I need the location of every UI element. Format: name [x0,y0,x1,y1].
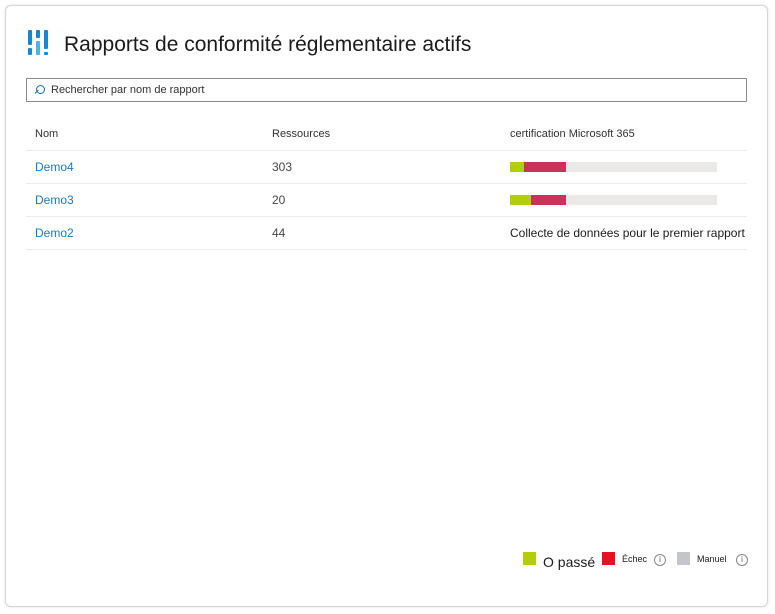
legend-manual-swatch [677,552,690,565]
table-row[interactable]: Demo3 20 [26,184,747,217]
failed-segment [524,162,566,172]
table-row[interactable]: Demo4 303 [26,151,747,184]
resources-count: 44 [272,226,286,240]
passed-segment [510,195,531,205]
legend-passed-label: O passé [543,554,596,570]
page-title: Rapports de conformité réglementaire act… [64,33,472,56]
compliance-reports-card [5,5,768,607]
compliance-progress-bar [510,195,717,205]
reports-table: Nom Ressources certification Microsoft 3… [26,118,747,250]
info-icon[interactable]: i [736,554,748,566]
column-header-certification[interactable]: certification Microsoft 365 [510,128,635,140]
legend-failed-label: Échec [622,554,648,564]
search-input[interactable] [51,84,701,96]
search-box[interactable] [26,78,747,102]
table-header-row: Nom Ressources certification Microsoft 3… [26,118,747,151]
compliance-progress-bar [510,162,717,172]
collection-status-text: Collecte de données pour le premier rapp… [510,226,745,240]
report-link[interactable]: Demo4 [35,160,74,174]
column-header-name[interactable]: Nom [35,128,59,140]
legend-manual-label: Manuel [697,554,727,564]
report-link[interactable]: Demo3 [35,193,74,207]
failed-segment [530,195,566,205]
passed-segment [510,162,525,172]
resources-count: 303 [272,160,293,174]
report-link[interactable]: Demo2 [35,226,74,240]
search-icon [34,84,45,96]
legend-failed-swatch [602,552,615,565]
legend-passed-swatch [523,552,536,565]
column-header-resources[interactable]: Ressources [272,128,331,140]
info-icon[interactable]: i [654,554,666,566]
table-row[interactable]: Demo2 44 Collecte de données pour le pre… [26,217,747,250]
resources-count: 20 [272,193,286,207]
compliance-bars-icon [28,30,50,56]
